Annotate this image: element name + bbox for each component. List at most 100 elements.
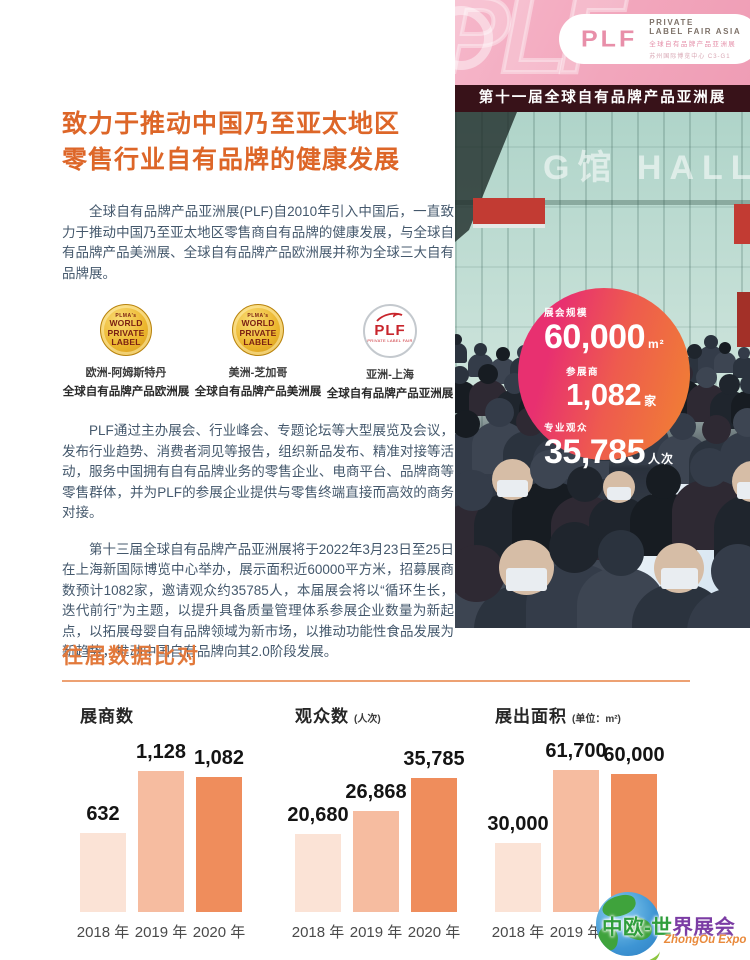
chart-title: 展出面积 (单位：m²) <box>495 702 750 728</box>
bar <box>553 770 599 912</box>
chart-plot: 30,000 2018 年 61,700 2019 年60,0002020 年 <box>487 740 750 942</box>
medal-text: WORLD <box>109 318 143 328</box>
bar-group: 26,868 2019 年 <box>345 781 406 942</box>
logo-caption-city: 美洲-芝加哥 <box>228 367 288 379</box>
watermark-cn-green: 中欧-世 <box>602 916 673 939</box>
plf-logo-pill: PLF PRIVATE LABEL FAIR ASIA 全球自有品牌产品亚洲展 … <box>559 14 750 64</box>
plf-logo-text: PLF <box>374 322 406 339</box>
bar-value-label: 26,868 <box>345 781 407 803</box>
head <box>711 544 750 598</box>
head <box>738 347 750 359</box>
stat-value: 35,785 人次 <box>544 435 690 476</box>
stat-unit: 人次 <box>648 452 675 466</box>
history-data-section: 往届数据比对 展商数 632 2018 年 1,128 2019 年 1,082 2020 … <box>0 640 750 942</box>
paragraph-upcoming: 第十三届全球自有品牌产品亚洲展将于2022年3月23日至25日在上海新国际博览中… <box>62 541 454 660</box>
bar-group: 61,700 2019 年 <box>545 740 606 942</box>
pill-line-cn: 全球自有品牌产品亚洲展 <box>649 41 737 48</box>
bar <box>611 774 657 912</box>
torso <box>732 356 750 379</box>
pill-line-venue: 苏州国际博览中心 C3-G1 <box>649 54 731 60</box>
section-title: 往届数据比对 <box>62 640 690 682</box>
chart-title-text: 展商数 <box>80 707 134 726</box>
head <box>733 408 750 437</box>
pill-line-private: PRIVATE <box>649 18 694 27</box>
facade-beam <box>455 200 750 205</box>
head <box>654 543 704 593</box>
pill-line-fair-asia: LABEL FAIR ASIA <box>649 27 742 36</box>
torso <box>713 351 737 374</box>
head <box>455 410 480 438</box>
chart-title: 展商数 <box>80 702 295 728</box>
red-sign <box>734 204 750 244</box>
stat-number: 35,785 <box>544 433 646 471</box>
bar <box>411 778 457 912</box>
bar-category-label: 2018 年 <box>491 924 545 941</box>
medal-text: PLMA's <box>115 313 137 319</box>
head <box>740 375 750 394</box>
watermark-cn-purple: 界展会 <box>672 916 736 939</box>
chart-plot: 632 2018 年 1,128 2019 年 1,082 2020 年 <box>77 741 295 942</box>
bar-value-label: 30,000 <box>487 813 549 835</box>
bar-value-label: 20,680 <box>287 804 349 826</box>
head <box>719 342 731 354</box>
stat-visitors: 专业观众 35,785 人次 <box>544 420 690 476</box>
head <box>455 545 505 602</box>
torso <box>455 343 467 363</box>
bar-group: 35,785 2020 年 <box>403 748 464 942</box>
stat-label: 展会规模 <box>544 308 589 319</box>
bar-category-label: 2019 年 <box>134 924 188 941</box>
head <box>690 448 729 487</box>
globe-icon <box>596 892 660 956</box>
plma-medal-europe-icon: PLMA's WORLD PRIVATE LABEL <box>100 304 152 356</box>
head <box>702 415 731 444</box>
chart-title: 观众数 (人次) <box>295 702 495 728</box>
head <box>455 366 469 384</box>
zhongou-expo-watermark: 中欧-世界展会 ZhongOu Expo <box>581 892 750 960</box>
stat-label: 专业观众 <box>544 423 589 434</box>
head <box>598 530 644 576</box>
bar-value-label: 1,082 <box>193 747 245 769</box>
face-mask <box>506 567 547 591</box>
bar <box>138 771 184 912</box>
head <box>499 540 554 595</box>
plf-fair-logo-icon: PLF PRIVATE LABEL FAIR <box>363 304 417 358</box>
bar-category-label: 2020 年 <box>407 924 461 941</box>
bar-value-label: 35,785 <box>403 748 465 770</box>
head <box>549 522 600 573</box>
stat-value: 60,000 m² <box>544 320 690 361</box>
charts-row: 展商数 632 2018 年 1,128 2019 年 1,082 2020 年 观众数 (人次… <box>0 702 750 942</box>
hall-sign-text: G馆 HALL <box>543 149 750 187</box>
bar <box>80 833 126 912</box>
plf-logo-subtext: PRIVATE LABEL FAIR <box>367 338 413 343</box>
head <box>455 470 493 511</box>
logo-caption-city: 亚洲-上海 <box>366 369 414 381</box>
plf-logo-caption: PRIVATE LABEL FAIR ASIA 全球自有品牌产品亚洲展 苏州国际… <box>649 18 741 60</box>
chart-unit-text: (人次) <box>354 714 381 725</box>
chart-title-text: 观众数 <box>295 707 349 726</box>
bar-category-label: 2018 年 <box>76 924 130 941</box>
bar-group: 632 2018 年 <box>77 803 130 942</box>
head <box>732 461 750 502</box>
head <box>530 450 569 489</box>
photo-banner: PLF PLF PRIVATE LABEL FAIR ASIA 全球自有品牌产品… <box>455 0 750 85</box>
plf-logo-text: PLF <box>581 25 638 52</box>
bar-value-label: 1,128 <box>135 741 187 763</box>
head <box>478 364 498 384</box>
logo-caption-city: 欧洲-阿姆斯特丹 <box>85 367 167 379</box>
stat-scale: 展会规模 60,000 m² <box>544 305 690 361</box>
head <box>646 464 681 499</box>
medal-text: LABEL <box>243 337 273 347</box>
head <box>687 344 702 359</box>
plma-medal-americas-icon: PLMA's WORLD PRIVATE LABEL <box>232 304 284 356</box>
bar <box>295 834 341 912</box>
fair-logos-row: PLMA's WORLD PRIVATE LABEL 欧洲-阿姆斯特丹 全球自有… <box>62 304 454 401</box>
head <box>492 459 533 500</box>
stat-unit: m² <box>648 337 665 351</box>
bar-category-label: 2018 年 <box>291 924 345 941</box>
chart-title-text: 展出面积 <box>495 707 567 726</box>
bar-group: 30,000 2018 年 <box>487 813 548 942</box>
logo-item-asia: PLF PRIVATE LABEL FAIR 亚洲-上海 全球自有品牌产品亚洲展 <box>326 304 454 401</box>
medal-text: PRIVATE <box>239 327 277 338</box>
paragraph-activities: PLF通过主办展会、行业峰会、专题论坛等大型展览及会议，发布行业趋势、消费者洞见… <box>62 423 454 520</box>
bar-group: 20,680 2018 年 <box>287 804 348 942</box>
